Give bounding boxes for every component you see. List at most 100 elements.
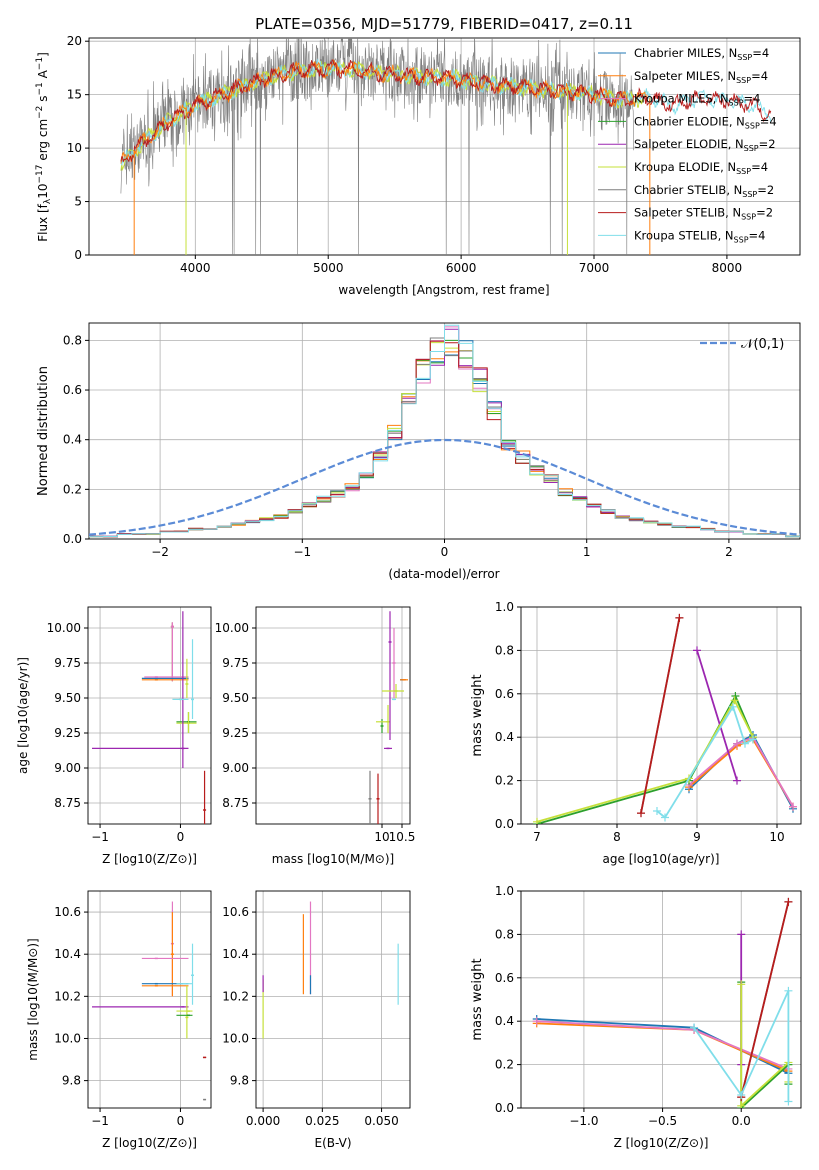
y-tick-label: 10.4 xyxy=(54,947,81,961)
plot-area xyxy=(262,901,399,1039)
y-tick-label: 0 xyxy=(74,248,82,262)
y-tick-label: 10 xyxy=(67,141,82,155)
y-tick-label: 0.6 xyxy=(63,383,82,397)
observed-spectrum-line xyxy=(120,38,634,255)
sub: SSP xyxy=(736,167,751,176)
x-tick-label: −1.0 xyxy=(569,1114,598,1128)
y-tick-label: 10.4 xyxy=(222,947,249,961)
y-tick-label: 10.6 xyxy=(222,905,249,919)
x-tick-label: 7000 xyxy=(579,261,610,275)
panel-weight-vs-age: 7 8 9 10 0.0 0.2 0.4 0.6 0.8 1.0 age [log10(age/yr… xyxy=(470,600,802,866)
data-point xyxy=(731,691,740,700)
y-tick-label: 8.75 xyxy=(54,796,81,810)
legend-entry: Chabrier ELODIE, NSSP=4 xyxy=(634,114,777,130)
x-axis-label: E(B-V) xyxy=(314,1136,351,1150)
y-tick-label: 1.0 xyxy=(495,884,514,898)
y-tick-label: 9.25 xyxy=(222,726,249,740)
y-tick-label: 9.50 xyxy=(54,691,81,705)
series-line xyxy=(740,901,790,1098)
data-point xyxy=(784,986,793,995)
sub: SSP xyxy=(741,213,756,222)
text: =4 xyxy=(744,92,761,106)
y-tick-label: 10.2 xyxy=(222,989,249,1003)
text: =2 xyxy=(759,137,776,151)
x-axis-label: Z [log10(Z/Z⊙)] xyxy=(102,1136,197,1150)
series-line xyxy=(696,650,738,781)
data-point xyxy=(675,613,684,622)
x-tick-label: −1 xyxy=(91,1114,109,1128)
x-tick-label: −1 xyxy=(293,545,311,559)
y-tick-label: 0.8 xyxy=(495,927,514,941)
sub: SSP xyxy=(737,53,752,62)
x-tick-label: 0.025 xyxy=(305,1114,339,1128)
y-tick-label: 9.8 xyxy=(62,1074,81,1088)
text: erg cm xyxy=(36,119,50,165)
data-point xyxy=(784,1097,793,1106)
sup: −1 xyxy=(35,82,45,95)
data-point xyxy=(733,739,741,748)
x-tick-label: 7 xyxy=(533,830,541,844)
sub: SSP xyxy=(729,99,744,108)
panel-mass-vs-Z: −1 0 9.8 10.0 10.2 10.4 10.6 Z [log10(Z/Z⊙)] mas… xyxy=(26,890,212,1150)
series-line xyxy=(656,704,754,819)
data-point xyxy=(532,1017,541,1026)
plot-area xyxy=(533,613,797,824)
x-tick-label: 6000 xyxy=(446,261,477,275)
panel-age-vs-Z: −1 0 8.75 9.00 9.25 9.50 9.75 10.00 Z [log10(Z/Z… xyxy=(16,606,212,866)
panel-weight-vs-Z: −1.0 −0.5 0.0 0.0 0.2 0.4 0.6 0.8 1.0 Z [log10(Z/… xyxy=(470,884,802,1150)
y-tick-label: 9.25 xyxy=(54,726,81,740)
y-tick-label: 8.75 xyxy=(222,796,249,810)
x-axis-label: Z [log10(Z/Z⊙)] xyxy=(614,1136,709,1150)
x-tick-label: −0.5 xyxy=(648,1114,677,1128)
y-axis-label: age [log10(age/yr)] xyxy=(16,657,30,774)
axes-frame xyxy=(255,890,411,1109)
x-axis-label: age [log10(age/yr)] xyxy=(603,852,720,866)
x-tick-label: −1 xyxy=(91,830,109,844)
series-line xyxy=(640,617,681,814)
data-point xyxy=(737,930,746,939)
text: s xyxy=(36,96,50,106)
x-axis-label: (data-model)/error xyxy=(388,567,499,581)
y-tick-label: 10.0 xyxy=(222,1031,249,1045)
data-point xyxy=(737,1090,746,1099)
axes-frame xyxy=(255,606,411,825)
y-tick-label: 9.00 xyxy=(222,761,249,775)
y-tick-label: 0.4 xyxy=(495,730,514,744)
x-tick-label: 0.000 xyxy=(246,1114,280,1128)
y-tick-label: 0.6 xyxy=(495,971,514,985)
data-point xyxy=(749,735,757,744)
y-tick-label: 20 xyxy=(67,34,82,48)
panel-age-vs-mass: 10 10.5 8.75 9.00 9.25 9.50 9.75 10.00 mass [log… xyxy=(215,606,415,866)
data-point xyxy=(737,1101,746,1108)
y-axis-label: mass weight xyxy=(470,674,485,756)
histogram-line xyxy=(89,324,800,538)
text: 10 xyxy=(36,184,50,199)
plot-area xyxy=(368,611,408,824)
text: ] xyxy=(36,52,50,57)
y-tick-label: 0.8 xyxy=(63,333,82,347)
x-tick-label: 10 xyxy=(374,830,389,844)
sub: SSP xyxy=(734,235,749,244)
y-tick-label: 0.2 xyxy=(495,1058,514,1072)
y-tick-label: 0.0 xyxy=(63,532,82,546)
y-axis-label: mass weight xyxy=(470,958,485,1040)
y-tick-label: 0.4 xyxy=(495,1014,514,1028)
panel-mass-vs-EBV: 0.000 0.025 0.050 9.8 10.0 10.2 10.4 10.6 E(B-V) xyxy=(222,890,411,1150)
panel-spectrum: 4000 5000 6000 7000 8000 0 5 10 15 20 wavelength [… xyxy=(35,34,801,297)
series-line xyxy=(536,698,754,823)
axes-frame xyxy=(87,606,212,825)
sub: λ xyxy=(43,198,53,204)
legend-entry: Chabrier STELIB, NSSP=2 xyxy=(634,183,774,199)
model-line xyxy=(120,59,772,163)
grid xyxy=(88,891,211,1108)
data-point xyxy=(693,646,701,655)
legend-entry: Salpeter MILES, NSSP=4 xyxy=(634,69,768,85)
legend-entry: Salpeter STELIB, NSSP=2 xyxy=(634,206,773,222)
data-point xyxy=(741,739,749,748)
text: =2 xyxy=(756,206,773,220)
y-axis-label: Flux [fλ10−17 erg cm−2 s−1 A−1] xyxy=(35,52,53,242)
legend-entry: Salpeter ELODIE, NSSP=2 xyxy=(634,137,776,153)
x-tick-label: 0.050 xyxy=(364,1114,398,1128)
plot-area xyxy=(532,897,793,1108)
y-tick-label: 10.0 xyxy=(54,1031,81,1045)
